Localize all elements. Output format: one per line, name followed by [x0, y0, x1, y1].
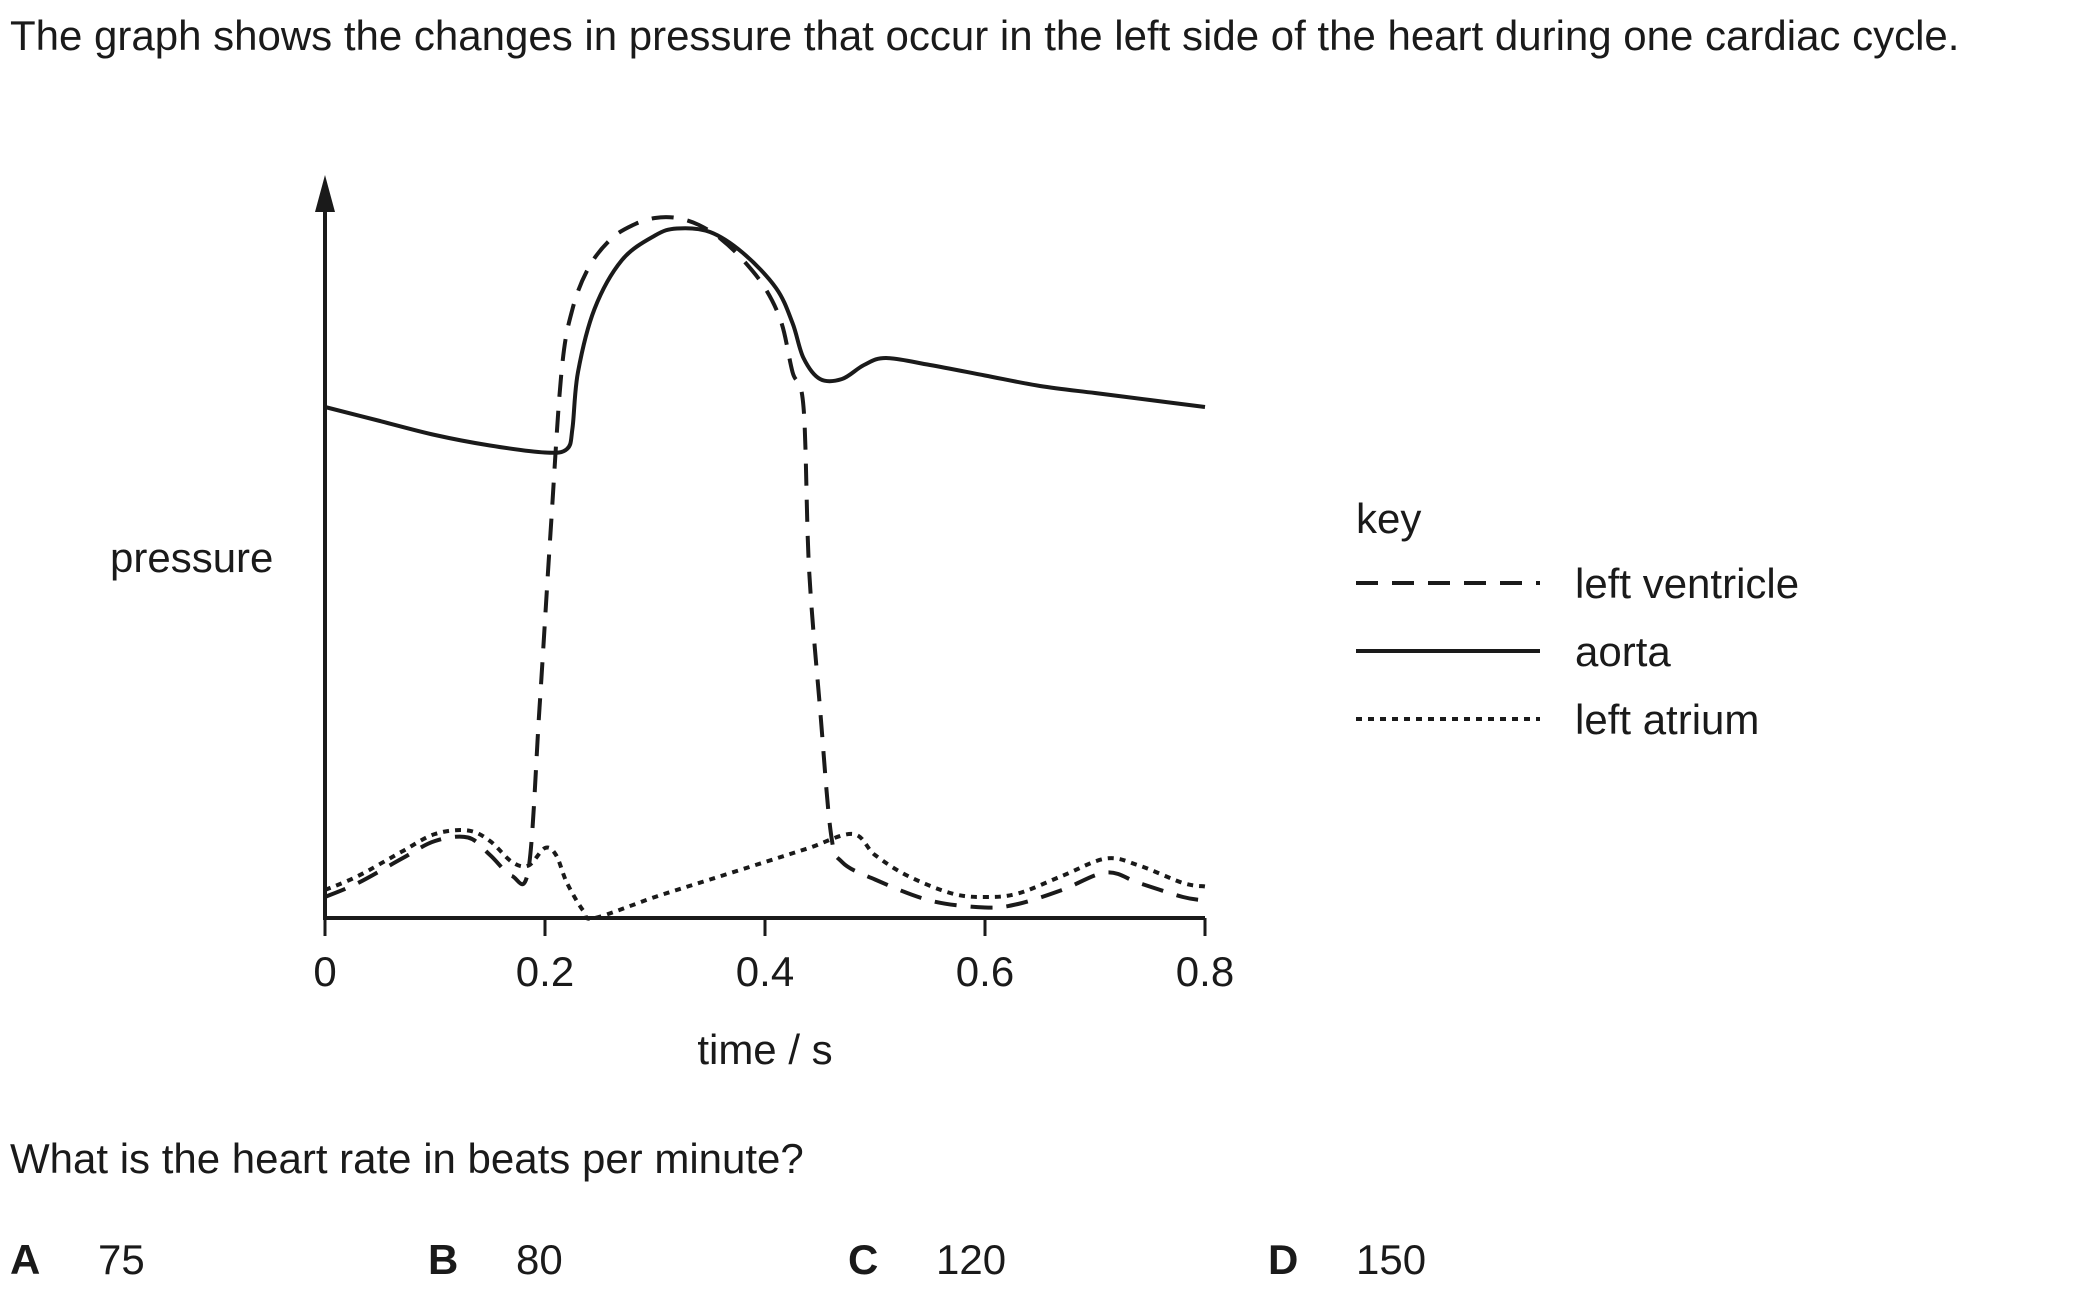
- x-axis-label: time / s: [697, 1026, 832, 1073]
- option-c[interactable]: C 120: [848, 1236, 1006, 1284]
- x-tick-label: 0.2: [516, 948, 574, 995]
- chart-labels: pressure time / s: [110, 534, 833, 1073]
- series-line-aorta: [324, 226, 1206, 455]
- y-axis-arrow-icon: [315, 175, 335, 212]
- legend-label-left-atrium: left atrium: [1575, 696, 1759, 743]
- x-tick-label: 0.8: [1176, 948, 1234, 995]
- option-c-letter: C: [848, 1236, 879, 1283]
- option-d[interactable]: D 150: [1268, 1236, 1426, 1284]
- legend-title: key: [1356, 495, 1421, 542]
- option-c-value: 120: [936, 1236, 1007, 1283]
- option-a[interactable]: A 75: [10, 1236, 145, 1284]
- option-a-letter: A: [10, 1236, 41, 1283]
- option-b-value: 80: [516, 1236, 563, 1283]
- chart-series: [324, 215, 1206, 921]
- y-axis-label: pressure: [110, 534, 273, 581]
- chart-legend: key left ventricle aorta left atrium: [1356, 495, 1799, 743]
- legend-label-left-ventricle: left ventricle: [1575, 560, 1799, 607]
- option-b-letter: B: [428, 1236, 459, 1283]
- chart-axes: 0 0.2 0.4 0.6 0.8: [313, 175, 1234, 995]
- x-tick-label: 0: [313, 948, 336, 995]
- option-a-value: 75: [98, 1236, 145, 1283]
- series-line-left-atrium: [324, 828, 1206, 921]
- question-intro: The graph shows the changes in pressure …: [10, 12, 1960, 59]
- series-line-left-ventricle: [324, 215, 1206, 910]
- legend-label-aorta: aorta: [1575, 628, 1671, 675]
- question-prompt: What is the heart rate in beats per minu…: [10, 1135, 804, 1182]
- x-tick-label: 0.4: [736, 948, 794, 995]
- option-d-value: 150: [1356, 1236, 1427, 1283]
- option-b[interactable]: B 80: [428, 1236, 563, 1284]
- x-tick-label: 0.6: [956, 948, 1014, 995]
- option-d-letter: D: [1268, 1236, 1299, 1283]
